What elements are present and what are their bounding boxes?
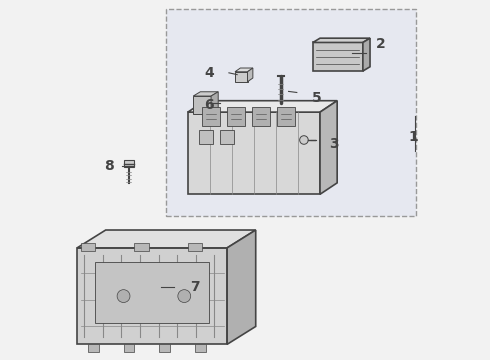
Bar (95, 262, 209, 323)
Text: 6: 6 (204, 98, 214, 112)
Polygon shape (313, 38, 370, 42)
Polygon shape (363, 38, 370, 71)
Polygon shape (320, 101, 337, 194)
Bar (198, 130, 213, 144)
Polygon shape (77, 248, 227, 344)
Polygon shape (247, 68, 253, 82)
Bar (193, 96, 211, 114)
Text: 8: 8 (104, 159, 114, 173)
Bar (167, 9, 416, 216)
Circle shape (117, 290, 130, 302)
Bar (235, 72, 247, 82)
Text: 1: 1 (408, 130, 418, 144)
Polygon shape (77, 230, 256, 248)
Bar (159, 344, 170, 352)
Text: 5: 5 (312, 91, 321, 105)
Bar (220, 130, 234, 144)
Bar (227, 107, 245, 126)
Bar (195, 344, 206, 352)
Bar (313, 42, 363, 71)
Bar (188, 243, 202, 251)
Bar (277, 107, 295, 126)
Bar (124, 159, 134, 167)
Bar (188, 112, 320, 194)
Bar (88, 344, 98, 352)
Polygon shape (235, 68, 253, 72)
Bar (252, 107, 270, 126)
Polygon shape (188, 101, 337, 112)
Bar (134, 243, 148, 251)
Text: 4: 4 (204, 66, 214, 80)
Bar (81, 243, 95, 251)
Circle shape (178, 290, 191, 302)
Text: 3: 3 (329, 137, 339, 151)
Bar (123, 344, 134, 352)
Bar (202, 107, 220, 126)
Circle shape (300, 136, 308, 144)
Text: 7: 7 (190, 280, 200, 294)
Text: 2: 2 (376, 37, 386, 51)
Polygon shape (227, 230, 256, 344)
Polygon shape (193, 92, 218, 96)
Polygon shape (211, 92, 218, 114)
